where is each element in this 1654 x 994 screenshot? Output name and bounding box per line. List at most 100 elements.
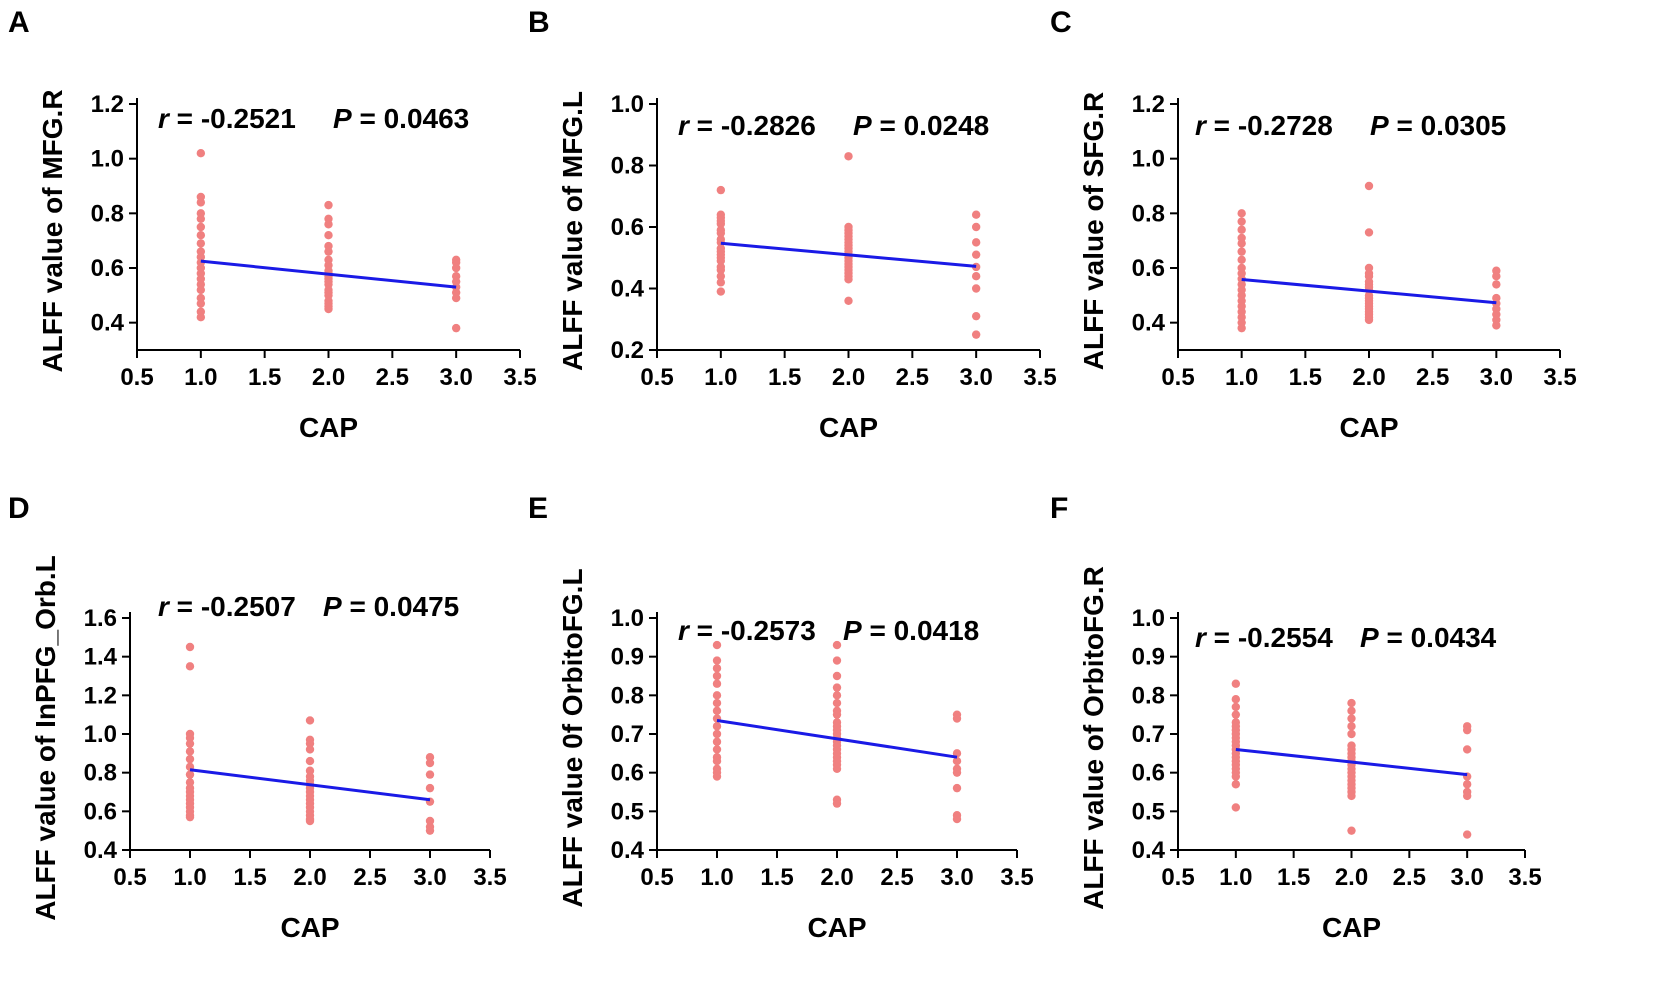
data-point <box>1237 247 1246 256</box>
data-point <box>712 737 722 746</box>
stat-p-value: = 0.0463 <box>352 103 470 134</box>
data-point <box>971 210 981 219</box>
panel-letter: A <box>8 6 30 39</box>
data-point <box>1462 780 1472 789</box>
panel-letter: C <box>1050 6 1072 39</box>
x-tick-label: 1.0 <box>704 364 737 391</box>
data-point <box>832 698 842 708</box>
y-axis-title: ALFF value of OrbitoFG.R <box>1078 566 1109 910</box>
regression-line <box>720 241 977 268</box>
y-tick-label: 1.0 <box>91 146 124 173</box>
data-point <box>1347 791 1356 801</box>
y-tick-label: 0.8 <box>611 153 644 180</box>
data-point <box>1347 714 1356 723</box>
x-tick-label: 2.5 <box>376 364 409 391</box>
x-tick-label: 2.5 <box>896 364 929 391</box>
data-point <box>712 679 722 688</box>
data-point <box>1347 826 1356 835</box>
x-tick-label: 2.0 <box>1335 864 1368 891</box>
y-tick-label: 0.6 <box>91 255 124 282</box>
data-point <box>712 640 722 650</box>
data-point <box>971 222 981 232</box>
data-point <box>1347 729 1356 739</box>
y-tick-label: 0.8 <box>1132 682 1165 709</box>
stat-p-label: P <box>333 103 352 134</box>
data-point <box>832 640 842 650</box>
x-tick-label: 1.5 <box>760 864 793 891</box>
stat-p-label: P <box>1370 110 1389 141</box>
stat-annotation: r = -0.2573 P = 0.0418 <box>678 615 979 646</box>
x-tick-label: 2.5 <box>1416 364 1449 391</box>
x-tick-label: 1.0 <box>700 864 733 891</box>
chart-panel-d: D 0.4 0.6 0.8 1.0 1.2 1.4 1.6 0.5 1.0 1.5 2.0 2.5 3.0… <box>8 492 507 943</box>
x-tick-label: 3.0 <box>1450 864 1483 891</box>
x-tick-label: 1.0 <box>1225 364 1258 391</box>
x-tick-label: 3.5 <box>1543 364 1576 391</box>
x-tick-label: 1.5 <box>768 364 801 391</box>
x-axis-title: CAP <box>1339 412 1398 443</box>
data-point <box>712 664 722 673</box>
y-tick-label: 0.4 <box>611 837 645 864</box>
data-point <box>196 313 206 322</box>
x-tick-label: 0.5 <box>1161 864 1194 891</box>
y-tick-label: 1.0 <box>1132 605 1165 632</box>
x-tick-label: 3.0 <box>959 364 992 391</box>
y-axis-title: ALFF value 0f OrbitoFG.L <box>557 568 588 907</box>
data-point <box>832 764 842 773</box>
x-tick-label: 3.0 <box>413 864 446 891</box>
data-point <box>1237 225 1246 234</box>
x-axis-title: CAP <box>819 412 878 443</box>
data-point <box>1347 722 1356 731</box>
data-point <box>451 293 461 303</box>
chart-panel-b: B 0.2 0.4 0.6 0.8 1.0 0.5 1.0 1.5 2.0 2.5 3.0 3.5 CAP… <box>528 6 1057 443</box>
data-point <box>425 783 435 793</box>
y-tick-label: 0.7 <box>611 721 644 748</box>
data-point <box>1462 745 1472 754</box>
data-point <box>716 228 726 238</box>
data-point <box>324 304 333 314</box>
data-point <box>185 642 195 652</box>
data-point <box>716 278 726 287</box>
data-point <box>1492 272 1501 281</box>
x-tick-label: 0.5 <box>640 364 673 391</box>
data-point <box>952 783 962 793</box>
data-point <box>1231 695 1241 704</box>
data-point <box>1231 780 1241 789</box>
stat-r-label: r <box>1195 110 1208 141</box>
data-point <box>196 149 206 158</box>
data-point <box>1231 702 1241 712</box>
x-tick-label: 2.0 <box>312 364 345 391</box>
data-point <box>971 250 981 259</box>
x-tick-label: 3.5 <box>1000 864 1033 891</box>
data-point <box>1237 209 1246 218</box>
x-tick-label: 0.5 <box>120 364 153 391</box>
x-tick-label: 2.5 <box>1393 864 1426 891</box>
x-tick-label: 3.5 <box>473 864 506 891</box>
y-tick-label: 1.2 <box>84 682 117 709</box>
y-tick-label: 0.2 <box>611 337 644 364</box>
x-tick-label: 2.5 <box>353 864 386 891</box>
y-tick-label: 0.8 <box>91 200 124 227</box>
stat-r-value: = -0.2573 <box>689 615 816 646</box>
data-point <box>185 733 195 743</box>
data-point <box>1364 315 1374 325</box>
data-point <box>1231 803 1241 812</box>
data-point <box>1237 255 1246 264</box>
data-point <box>716 219 726 229</box>
data-point <box>716 256 726 266</box>
data-point <box>952 756 962 766</box>
y-tick-label: 1.2 <box>1132 91 1165 118</box>
x-tick-label: 1.5 <box>248 364 281 391</box>
stat-p-label: P <box>1360 622 1379 653</box>
x-tick-label: 3.5 <box>503 364 536 391</box>
chart-panel-a: A 0.4 0.6 0.8 1.0 1.2 0.5 1.0 1.5 2.0 2.5 3.0 3.5 CAP… <box>8 6 537 443</box>
data-point <box>712 706 722 715</box>
stat-p-value: = 0.0248 <box>872 110 990 141</box>
chart-panel-f: F0.40.50.60.70.80.91.00.5 1.0 1.5 2.0 2.5 3.0… <box>1050 492 1542 943</box>
data-point <box>451 323 461 333</box>
data-point <box>716 272 726 281</box>
y-axis-title: ALFF value of SFG.R <box>1078 92 1109 370</box>
stat-r-label: r <box>678 615 691 646</box>
data-point <box>832 710 842 719</box>
x-tick-label: 1.5 <box>1289 364 1322 391</box>
